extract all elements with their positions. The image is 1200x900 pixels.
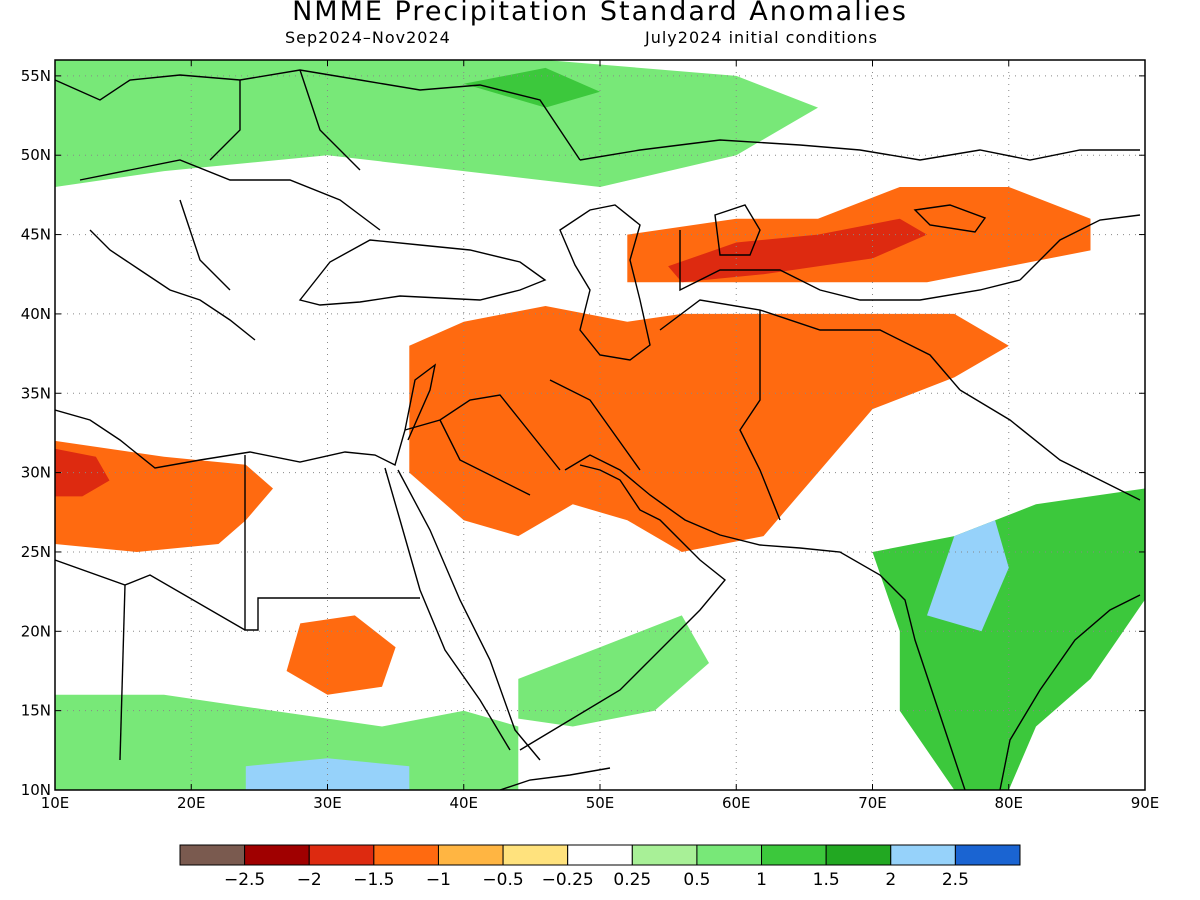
aral-sea-coast (714, 204, 761, 256)
colorbar-label: 1.5 (813, 870, 840, 890)
longitude-label: 50E (586, 794, 615, 812)
map-title: NMME Precipitation Standard Anomalies (292, 0, 908, 27)
colorbar-swatch (954, 844, 1021, 866)
europe-border (179, 199, 231, 291)
latitude-label: 45N (21, 226, 51, 244)
longitude-label: 80E (994, 794, 1023, 812)
middle-east-border (659, 299, 961, 391)
colorbar-label: 2.5 (942, 870, 969, 890)
colorbar: −2.5 −2 −1.5 −1 −0.5 −0.25 0.25 0.5 1 1.5 2 2.5 (179, 844, 1021, 890)
central-asia-border (679, 230, 1021, 301)
latitude-label: 35N (21, 384, 51, 402)
anomaly-region (55, 448, 110, 497)
colorbar-label: −1.5 (353, 870, 394, 890)
colorbar-label: −0.25 (542, 870, 594, 890)
colorbar-label: 0.25 (613, 870, 651, 890)
himalaya-border (959, 389, 1141, 501)
africa-border (119, 584, 126, 761)
red-sea-west-coast (384, 467, 511, 751)
coastlines-and-borders (55, 69, 1141, 790)
anomaly-region (927, 520, 1009, 632)
longitude-label: 10E (41, 794, 70, 812)
colorbar-swatch (373, 844, 439, 866)
europe-border (89, 229, 256, 341)
middle-east-border (439, 419, 531, 496)
longitude-label: 90E (1131, 794, 1160, 812)
caspian-sea-coast (559, 204, 651, 361)
mediterranean-coast (55, 363, 437, 469)
colorbar-label: −0.5 (482, 870, 523, 890)
latitude-label: 10N (21, 781, 51, 799)
colorbar-label: −2 (297, 870, 322, 890)
balkhash-lake-coast (913, 204, 987, 233)
latitude-labels: 10N 15N 20N 25N 30N 35N 40N 45N 50N 55N (21, 67, 51, 799)
latitude-label: 20N (21, 622, 51, 640)
horn-of-africa-coast (499, 767, 611, 790)
anomaly-region (286, 615, 396, 695)
forecast-period: Sep2024–Nov2024 (285, 28, 451, 47)
colorbar-swatch (696, 844, 763, 866)
africa-border (244, 455, 420, 631)
anomaly-region (518, 615, 709, 727)
colorbar-swatch (308, 844, 375, 866)
colorbar-swatch (179, 844, 246, 866)
latitude-label: 55N (21, 67, 51, 85)
anomaly-region (463, 67, 600, 108)
latitude-label: 15N (21, 702, 51, 720)
central-asia-border (1019, 214, 1141, 281)
black-sea-coast (298, 239, 547, 306)
latitude-label: 30N (21, 464, 51, 482)
africa-border (55, 559, 246, 631)
colorbar-swatch (244, 844, 310, 866)
initial-conditions: July2024 initial conditions (645, 28, 878, 47)
colorbar-swatch (502, 844, 569, 866)
arabia-south-coast (519, 464, 726, 751)
colorbar-swatch (437, 844, 504, 866)
middle-east-border (404, 394, 561, 471)
colorbar-label: −1 (426, 870, 451, 890)
colorbar-swatch (631, 844, 698, 866)
longitude-label: 20E (177, 794, 206, 812)
anomaly-region (409, 306, 1009, 552)
europe-border (79, 159, 381, 231)
persian-gulf-coast (564, 454, 966, 790)
colorbar-label: 2 (885, 870, 896, 890)
latitude-label: 25N (21, 543, 51, 561)
red-sea-east-coast (397, 469, 541, 761)
middle-east-border (549, 379, 641, 471)
colorbar-label: 1 (756, 870, 767, 890)
longitude-labels: 10E 20E 30E 40E 50E 60E 70E 80E 90E (41, 794, 1160, 812)
anomaly-region (872, 488, 1145, 790)
colorbar-swatch (825, 844, 892, 866)
colorbar-label: 0.5 (683, 870, 710, 890)
colorbar-swatch (761, 844, 827, 866)
europe-border (209, 80, 241, 161)
map-frame (54, 59, 1146, 791)
anomaly-region (55, 60, 818, 187)
longitude-label: 70E (858, 794, 887, 812)
colorbar-swatch (890, 844, 956, 866)
europe-border (299, 69, 361, 171)
latitude-label: 50N (21, 146, 51, 164)
anomaly-shading (55, 60, 1145, 790)
india-east-coast (999, 594, 1141, 790)
central-asia-border (579, 139, 1140, 161)
anomaly-region (668, 218, 927, 283)
longitude-label: 60E (722, 794, 751, 812)
colorbar-swatch (567, 844, 633, 866)
middle-east-border (739, 310, 781, 521)
anomaly-region (55, 440, 273, 552)
colorbar-label: −2.5 (224, 870, 265, 890)
longitude-label: 40E (449, 794, 478, 812)
longitude-label: 30E (313, 794, 342, 812)
latitude-label: 40N (21, 305, 51, 323)
